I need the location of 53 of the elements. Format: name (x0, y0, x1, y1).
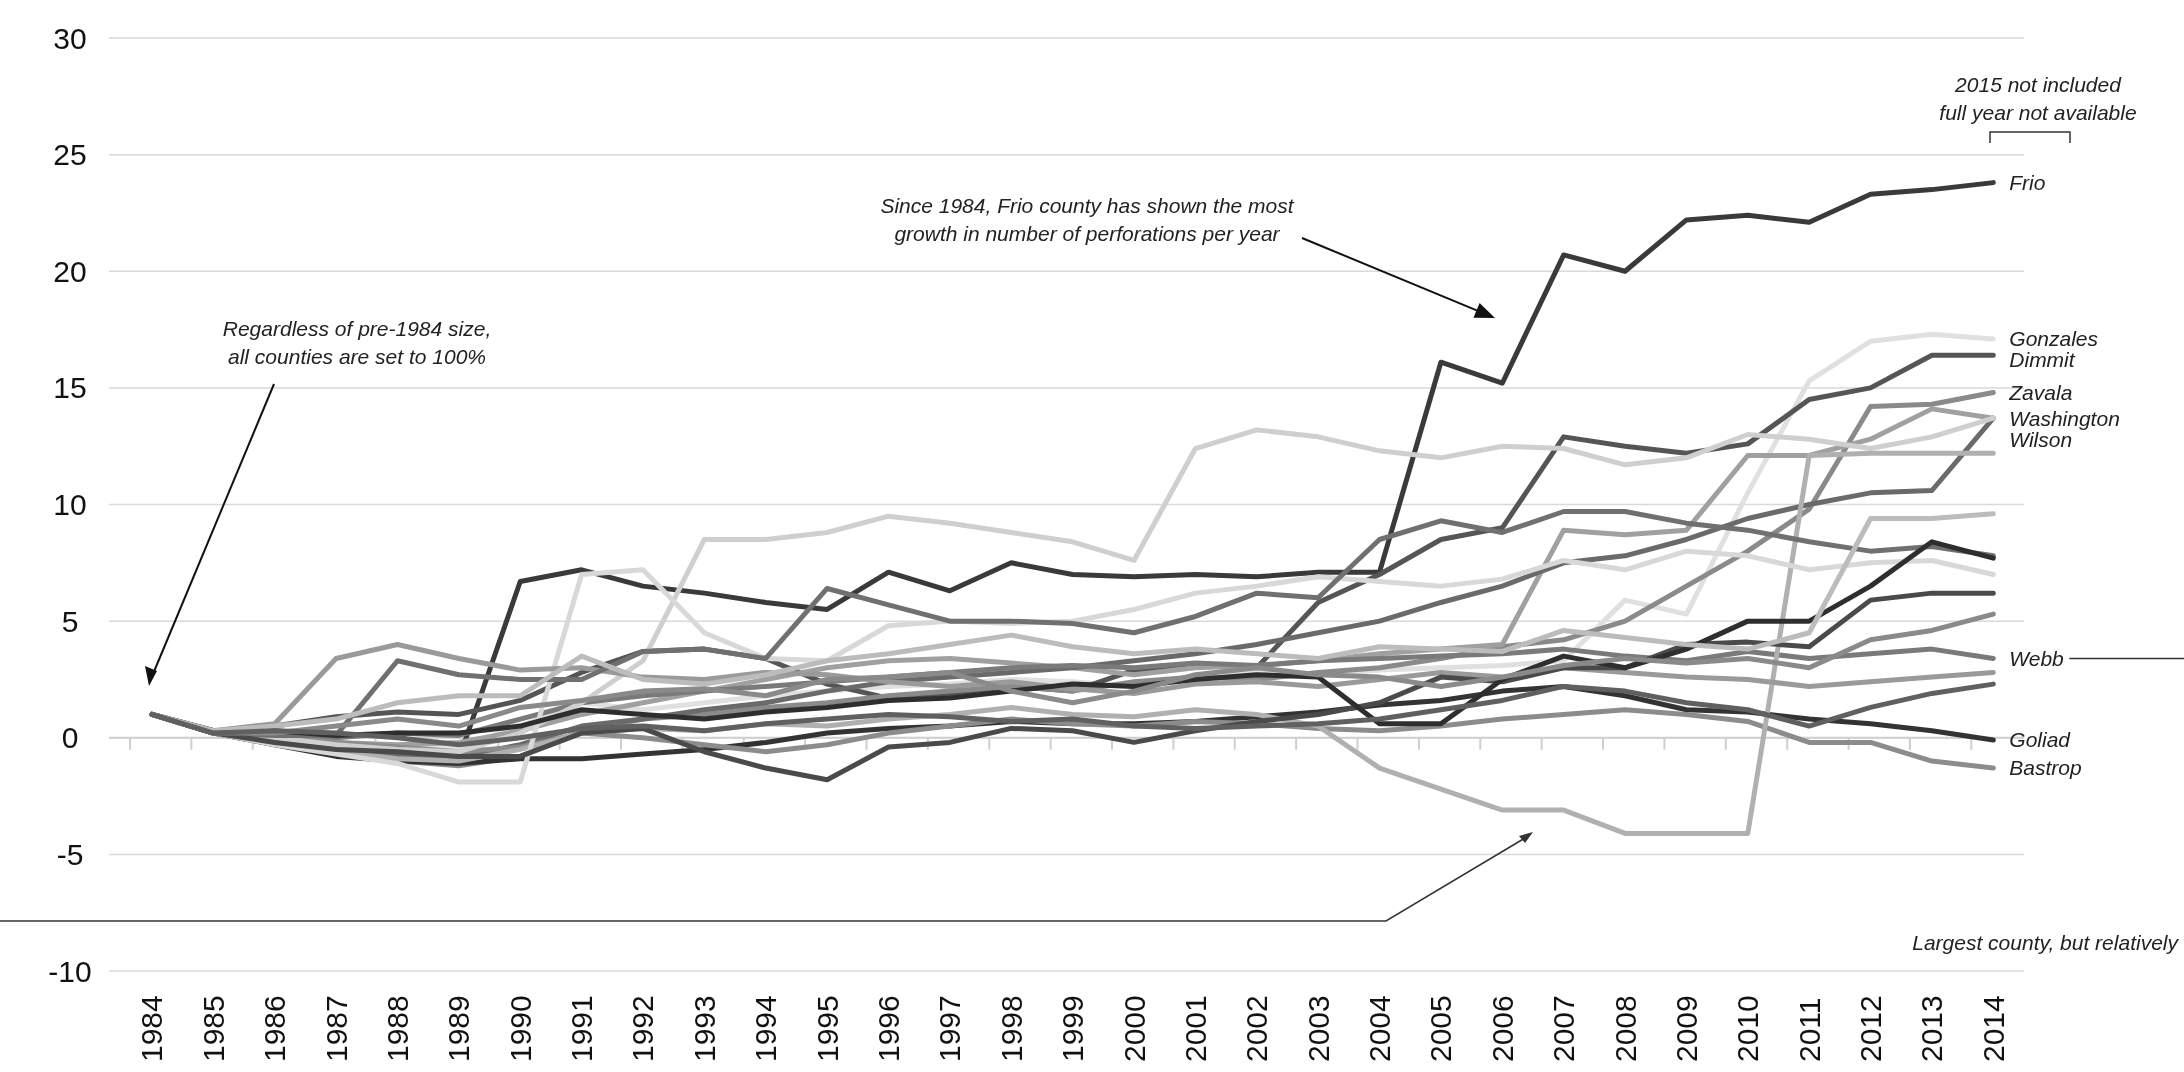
x-tick-label: 2008 (1608, 995, 1642, 1062)
x-tick-label: 1997 (933, 995, 967, 1062)
y-tick-label: 25 (53, 138, 87, 172)
x-tick-label: 1995 (810, 995, 844, 1062)
x-tick-label: 2004 (1363, 995, 1397, 1062)
x-tick-label: 1987 (319, 995, 353, 1062)
series-label: Goliad (2009, 728, 2072, 752)
x-tick-label: 2009 (1669, 995, 1703, 1062)
series-label: Washington (2009, 406, 2120, 430)
x-tick-label: 1985 (196, 995, 230, 1062)
x-tick-label: 2003 (1301, 995, 1335, 1062)
y-tick-label: 5 (61, 604, 79, 638)
y-tick-label: -10 (48, 954, 92, 988)
series-label: Gonzales (2009, 327, 2099, 351)
x-tick-label: 1994 (749, 995, 783, 1062)
annotation: Regardless of pre-1984 size, all counties are set to 100% (222, 317, 492, 368)
series-label: Zavala (2008, 380, 2073, 404)
x-tick-label: 1988 (380, 995, 414, 1062)
y-tick-label: 15 (53, 371, 87, 405)
series-label: Dimmit (2009, 348, 2076, 372)
x-tick-label: 2006 (1485, 995, 1519, 1062)
x-tick-label: 2011 (1792, 997, 1826, 1062)
x-tick-label: 1993 (687, 995, 721, 1062)
x-tick-label: 1999 (1056, 995, 1090, 1062)
series-label: Bastrop (2009, 756, 2082, 780)
x-tick-label: 2012 (1854, 995, 1888, 1062)
annotation: 2015 not included full year not available (1939, 73, 2137, 124)
x-tick-label: 2014 (1976, 995, 2010, 1062)
x-tick-label: 2010 (1731, 995, 1765, 1062)
series-label: Webb (2009, 646, 2065, 670)
series-label: Frio (2009, 170, 2046, 194)
series-label: Wilson (2009, 427, 2073, 451)
annotation: Since 1984, Frio county has shown the most growth in number of perforations per year (880, 194, 1295, 245)
x-tick-label: 2000 (1117, 995, 1151, 1062)
x-tick-label: 1986 (258, 995, 292, 1062)
x-tick-label: 2007 (1547, 995, 1581, 1062)
annotation: Largest county, but relatively (1912, 931, 2180, 954)
x-tick-label: 2001 (1178, 995, 1212, 1062)
x-tick-label: 1990 (503, 995, 537, 1062)
y-tick-label: -5 (56, 837, 84, 871)
x-tick-label: 1991 (565, 995, 599, 1062)
x-tick-label: 1992 (626, 995, 660, 1062)
x-tick-label: 1996 (872, 995, 905, 1062)
x-tick-label: 1984 (135, 995, 169, 1062)
y-tick-label: 30 (53, 21, 87, 55)
x-tick-label: 2013 (1915, 995, 1949, 1062)
x-tick-label: 2002 (1240, 995, 1274, 1062)
y-tick-label: 10 (53, 488, 87, 521)
x-tick-label: 2005 (1424, 995, 1458, 1062)
x-tick-label: 1998 (994, 995, 1028, 1062)
y-tick-label: 0 (61, 721, 79, 755)
y-tick-label: 20 (53, 254, 87, 288)
x-tick-label: 1989 (442, 995, 476, 1062)
